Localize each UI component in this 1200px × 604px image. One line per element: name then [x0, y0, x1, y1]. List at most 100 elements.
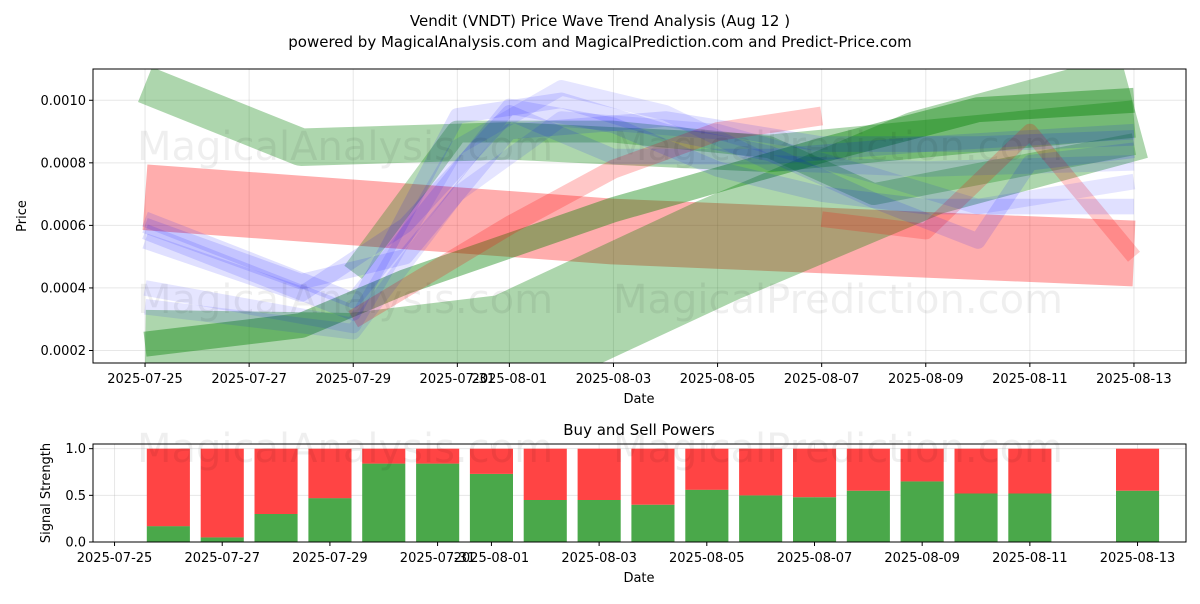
sell-bar — [1116, 448, 1160, 491]
blue-wave-band — [142, 105, 1135, 302]
sell-bar — [146, 448, 190, 527]
blue-wave-band — [142, 98, 1134, 309]
price-y-axis-label: Price — [15, 200, 30, 232]
price-x-tick-label: 2025-07-27 — [211, 372, 287, 387]
main-chart-subtitle: powered by MagicalAnalysis.com and Magic… — [288, 33, 912, 51]
sell-bar — [900, 448, 944, 482]
price-x-tick-label: 2025-08-01 — [472, 372, 548, 387]
sell-bar — [577, 448, 621, 500]
sell-bar — [200, 448, 244, 538]
price-x-tick-label: 2025-07-29 — [315, 372, 391, 387]
buy-sell-y-tick-label: 0.5 — [65, 489, 86, 504]
buy-sell-y-tick-label: 1.0 — [65, 442, 86, 457]
buy-sell-title: Buy and Sell Powers — [563, 421, 715, 439]
buy-sell-x-tick-label: 2025-07-25 — [77, 551, 153, 566]
sell-bar — [685, 448, 729, 490]
price-y-tick-label: 0.0010 — [41, 94, 87, 109]
buy-bar — [523, 500, 567, 542]
buy-sell-x-tick-label: 2025-08-13 — [1100, 551, 1176, 566]
buy-sell-y-axis: 0.0 0.5 1.0 — [65, 442, 93, 551]
red-wave-band — [142, 164, 1136, 287]
sell-bar — [739, 448, 783, 496]
red-wave-band — [348, 106, 824, 328]
buy-sell-panel: Buy and Sell Powers MagicalAnalysis.com … — [39, 421, 1187, 586]
price-x-tick-label: 2025-08-05 — [680, 372, 756, 387]
buy-bar — [631, 504, 675, 542]
price-x-tick-label: 2025-08-07 — [784, 372, 860, 387]
sell-bar — [846, 448, 890, 491]
buy-bar — [362, 463, 406, 542]
sell-bar — [362, 448, 406, 464]
buy-sell-x-tick-label: 2025-07-27 — [184, 551, 260, 566]
price-wave-panel: MagicalAnalysis.com MagicalPrediction.co… — [15, 68, 1187, 407]
buy-sell-x-tick-label: 2025-07-31 — [400, 551, 476, 566]
buy-bar — [1008, 493, 1052, 542]
watermark-magical-analysis-2: MagicalAnalysis.com — [137, 277, 553, 323]
price-x-tick-label: 2025-08-03 — [576, 372, 652, 387]
blue-wave-band — [143, 80, 1135, 334]
green-wave-band — [138, 69, 1136, 173]
sell-bar — [416, 448, 460, 464]
buy-sell-x-axis: 2025-07-25 2025-07-27 2025-07-29 2025-07-31… — [77, 542, 1176, 566]
price-y-axis: 0.0002 0.0004 0.0006 0.0008 0.0010 — [41, 94, 93, 359]
green-wave-band — [145, 69, 1148, 363]
price-x-tick-label: 2025-07-25 — [107, 372, 183, 387]
buy-bar — [846, 490, 890, 542]
blue-wave-band — [142, 92, 1135, 321]
buy-bar — [254, 514, 298, 542]
buy-bar — [308, 498, 352, 542]
watermark-magical-analysis: MagicalAnalysis.com — [137, 124, 553, 170]
buy-sell-x-tick-label: 2025-08-09 — [884, 551, 960, 566]
price-y-tick-label: 0.0004 — [41, 281, 87, 296]
green-wave-band — [344, 120, 1137, 279]
buy-sell-x-tick-label: 2025-07-29 — [292, 551, 368, 566]
buy-bar — [685, 489, 729, 542]
price-x-tick-label: 2025-07-31 — [420, 372, 496, 387]
buy-bar — [416, 463, 460, 542]
buy-bar — [1116, 490, 1160, 542]
price-grid — [93, 69, 1186, 363]
buy-bar — [577, 500, 621, 542]
price-y-tick-label: 0.0008 — [41, 156, 87, 171]
blue-wave-band — [142, 111, 1135, 290]
buy-sell-x-tick-label: 2025-08-11 — [992, 551, 1068, 566]
sell-bar — [631, 448, 675, 505]
price-plot-frame — [92, 68, 1187, 364]
price-wave-bands — [138, 69, 1148, 363]
price-plot-area — [93, 69, 1186, 363]
blue-wave-band — [144, 111, 1136, 340]
buy-sell-x-tick-label: 2025-08-01 — [454, 551, 530, 566]
buy-sell-x-tick-label: 2025-08-05 — [669, 551, 745, 566]
buy-sell-x-axis-label: Date — [623, 571, 654, 586]
buy-sell-watermarks: MagicalAnalysis.com MagicalPrediction.co… — [137, 426, 1063, 472]
buy-sell-x-tick-label: 2025-08-03 — [561, 551, 637, 566]
buy-bar — [146, 526, 190, 542]
price-x-tick-label: 2025-08-13 — [1096, 372, 1172, 387]
buy-sell-y-tick-label: 0.0 — [65, 536, 86, 551]
sell-bar — [793, 448, 837, 498]
price-x-tick-label: 2025-08-11 — [992, 372, 1068, 387]
green-wave-band — [143, 87, 1135, 357]
watermark-magical-prediction: MagicalPrediction.com — [613, 124, 1063, 170]
buy-bar — [200, 537, 244, 542]
buy-bar — [900, 481, 944, 542]
price-x-axis: 2025-07-25 2025-07-27 2025-07-29 2025-07-31… — [107, 363, 1172, 387]
sell-bar — [954, 448, 998, 494]
price-watermarks: MagicalAnalysis.com MagicalPrediction.co… — [137, 124, 1063, 323]
sell-bar — [523, 448, 567, 500]
watermark-magical-analysis-3: MagicalAnalysis.com — [137, 426, 553, 472]
main-chart-title: Vendit (VNDT) Price Wave Trend Analysis … — [410, 12, 790, 30]
watermark-magical-prediction-3: MagicalPrediction.com — [613, 426, 1063, 472]
buy-bar — [954, 493, 998, 542]
price-x-axis-label: Date — [623, 392, 654, 407]
sell-bar — [469, 448, 513, 474]
buy-bar — [469, 473, 513, 542]
red-wave-band — [820, 123, 1140, 262]
buy-bar — [739, 495, 783, 542]
watermark-magical-prediction-2: MagicalPrediction.com — [613, 277, 1063, 323]
sell-bar — [254, 448, 298, 514]
price-y-tick-label: 0.0002 — [41, 344, 87, 359]
price-y-tick-label: 0.0006 — [41, 219, 87, 234]
sell-bar — [308, 448, 352, 499]
